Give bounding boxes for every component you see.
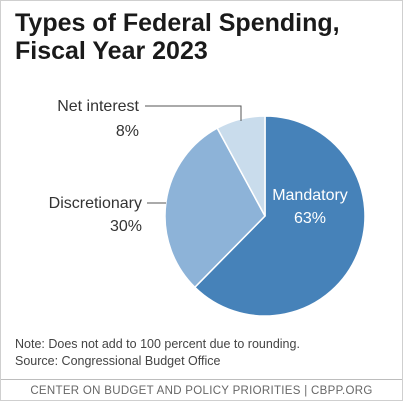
value-net-interest: 8% bbox=[116, 123, 139, 140]
label-net-interest: Net interest bbox=[57, 98, 139, 115]
value-discretionary: 30% bbox=[110, 218, 142, 235]
source-note: Source: Congressional Budget Office bbox=[15, 354, 221, 368]
chart-title-line1: Types of Federal Spending, bbox=[15, 9, 340, 37]
chart-notes: Note: Does not add to 100 percent due to… bbox=[15, 336, 300, 370]
leader-line-net-interest bbox=[145, 105, 242, 121]
pie-chart: Mandatory 63% Discretionary 30% Net inte… bbox=[49, 98, 366, 317]
value-mandatory: 63% bbox=[294, 210, 326, 227]
chart-title: Types of Federal Spending, Fiscal Year 2… bbox=[15, 9, 340, 65]
slice-net-interest bbox=[216, 115, 266, 217]
footer-credit: CENTER ON BUDGET AND POLICY PRIORITIES |… bbox=[30, 385, 373, 397]
label-mandatory: Mandatory bbox=[272, 187, 348, 204]
footer-divider bbox=[1, 379, 402, 380]
rounding-note: Note: Does not add to 100 percent due to… bbox=[15, 337, 300, 351]
slice-mandatory bbox=[193, 115, 366, 317]
chart-title-line2: Fiscal Year 2023 bbox=[15, 37, 208, 65]
label-discretionary: Discretionary bbox=[49, 195, 142, 212]
pie-slices bbox=[164, 115, 366, 317]
slice-discretionary bbox=[164, 127, 266, 289]
